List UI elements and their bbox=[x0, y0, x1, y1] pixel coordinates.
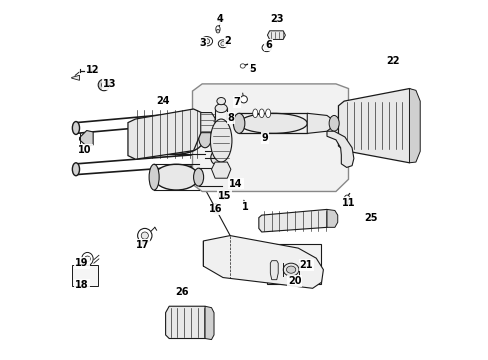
Ellipse shape bbox=[259, 109, 264, 118]
Polygon shape bbox=[270, 261, 278, 280]
Ellipse shape bbox=[221, 41, 224, 46]
Text: 15: 15 bbox=[217, 191, 231, 201]
Text: 8: 8 bbox=[227, 113, 234, 123]
Polygon shape bbox=[326, 131, 353, 167]
Polygon shape bbox=[72, 75, 80, 80]
Text: 22: 22 bbox=[386, 56, 399, 66]
Polygon shape bbox=[203, 235, 323, 288]
Text: 4: 4 bbox=[216, 14, 223, 24]
Ellipse shape bbox=[286, 266, 295, 273]
Ellipse shape bbox=[262, 44, 271, 51]
Ellipse shape bbox=[217, 98, 225, 105]
Ellipse shape bbox=[84, 256, 90, 262]
Text: 12: 12 bbox=[85, 64, 99, 75]
Text: 9: 9 bbox=[261, 133, 268, 143]
Ellipse shape bbox=[213, 207, 218, 211]
Text: 7: 7 bbox=[233, 97, 240, 107]
Text: 24: 24 bbox=[156, 96, 169, 106]
Ellipse shape bbox=[239, 113, 306, 134]
Ellipse shape bbox=[216, 30, 219, 33]
Ellipse shape bbox=[72, 163, 80, 176]
Text: 18: 18 bbox=[75, 280, 89, 290]
Ellipse shape bbox=[193, 168, 203, 186]
Ellipse shape bbox=[147, 120, 204, 154]
Text: 3: 3 bbox=[199, 38, 205, 48]
Polygon shape bbox=[165, 306, 208, 338]
Text: 23: 23 bbox=[270, 14, 284, 24]
Polygon shape bbox=[201, 113, 215, 133]
Polygon shape bbox=[306, 113, 333, 134]
Text: 1: 1 bbox=[242, 202, 248, 212]
Ellipse shape bbox=[149, 164, 159, 190]
Polygon shape bbox=[80, 131, 93, 146]
Ellipse shape bbox=[72, 122, 80, 134]
Ellipse shape bbox=[264, 45, 268, 50]
Ellipse shape bbox=[252, 109, 257, 118]
Polygon shape bbox=[211, 162, 230, 178]
Polygon shape bbox=[267, 31, 285, 40]
Ellipse shape bbox=[81, 252, 93, 265]
Bar bbox=[72, 265, 98, 286]
Ellipse shape bbox=[101, 82, 106, 87]
Ellipse shape bbox=[215, 26, 220, 32]
Ellipse shape bbox=[328, 116, 339, 131]
Bar bbox=[267, 244, 321, 284]
Text: 19: 19 bbox=[75, 258, 89, 268]
Ellipse shape bbox=[154, 164, 198, 190]
Text: 11: 11 bbox=[341, 198, 354, 208]
Polygon shape bbox=[204, 306, 214, 339]
Polygon shape bbox=[230, 172, 244, 181]
Ellipse shape bbox=[215, 104, 227, 113]
Ellipse shape bbox=[218, 40, 227, 48]
Text: 17: 17 bbox=[135, 239, 149, 249]
Text: 2: 2 bbox=[224, 36, 231, 46]
Ellipse shape bbox=[198, 126, 211, 148]
Text: 5: 5 bbox=[248, 64, 255, 74]
Ellipse shape bbox=[344, 195, 349, 201]
Text: 20: 20 bbox=[287, 276, 301, 286]
Ellipse shape bbox=[240, 96, 247, 103]
Text: 26: 26 bbox=[175, 287, 189, 297]
Ellipse shape bbox=[240, 64, 244, 68]
Ellipse shape bbox=[283, 263, 298, 276]
Ellipse shape bbox=[98, 79, 109, 91]
Ellipse shape bbox=[233, 113, 244, 134]
Ellipse shape bbox=[201, 37, 212, 46]
Text: 16: 16 bbox=[209, 204, 222, 215]
Ellipse shape bbox=[141, 120, 154, 154]
Polygon shape bbox=[408, 89, 419, 163]
Text: 13: 13 bbox=[102, 79, 116, 89]
Ellipse shape bbox=[203, 39, 209, 44]
Text: 6: 6 bbox=[264, 40, 271, 50]
Text: 14: 14 bbox=[229, 179, 242, 189]
Ellipse shape bbox=[221, 193, 224, 197]
Ellipse shape bbox=[265, 109, 270, 118]
Ellipse shape bbox=[210, 119, 231, 162]
Ellipse shape bbox=[137, 228, 152, 243]
Ellipse shape bbox=[211, 204, 220, 213]
Polygon shape bbox=[258, 210, 329, 232]
Polygon shape bbox=[192, 84, 348, 192]
Ellipse shape bbox=[218, 191, 227, 199]
Polygon shape bbox=[326, 210, 337, 227]
Text: 21: 21 bbox=[299, 260, 312, 270]
Ellipse shape bbox=[141, 232, 148, 239]
Text: 25: 25 bbox=[363, 213, 377, 222]
Polygon shape bbox=[338, 89, 414, 163]
Ellipse shape bbox=[210, 151, 221, 164]
Polygon shape bbox=[128, 109, 201, 159]
Text: 10: 10 bbox=[78, 144, 91, 154]
